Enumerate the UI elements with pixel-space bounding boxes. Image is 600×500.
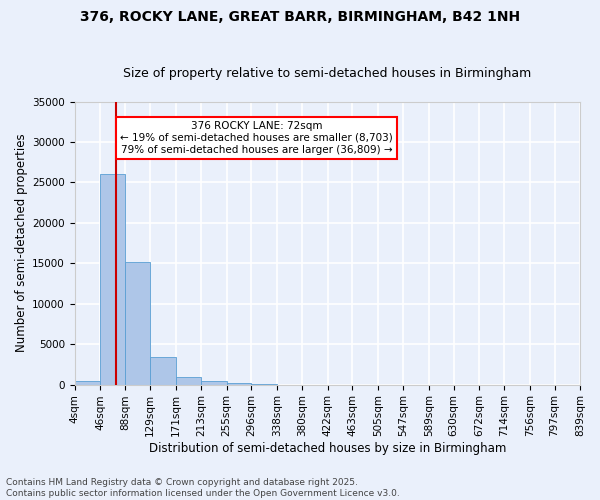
Bar (201, 381, 227, 384)
Title: Size of property relative to semi-detached houses in Birmingham: Size of property relative to semi-detach… (123, 66, 532, 80)
Text: 376, ROCKY LANE, GREAT BARR, BIRMINGHAM, B42 1NH: 376, ROCKY LANE, GREAT BARR, BIRMINGHAM,… (80, 10, 520, 24)
X-axis label: Distribution of semi-detached houses by size in Birmingham: Distribution of semi-detached houses by … (149, 442, 506, 455)
Text: 376 ROCKY LANE: 72sqm
← 19% of semi-detached houses are smaller (8,703)
79% of s: 376 ROCKY LANE: 72sqm ← 19% of semi-deta… (120, 122, 393, 154)
Bar (227, 383, 251, 384)
Bar (150, 357, 176, 384)
Bar (125, 262, 150, 384)
Y-axis label: Number of semi-detached properties: Number of semi-detached properties (15, 134, 28, 352)
Text: Contains HM Land Registry data © Crown copyright and database right 2025.
Contai: Contains HM Land Registry data © Crown c… (6, 478, 400, 498)
Bar (176, 376, 201, 384)
Bar (74, 382, 100, 384)
Bar (100, 174, 125, 384)
